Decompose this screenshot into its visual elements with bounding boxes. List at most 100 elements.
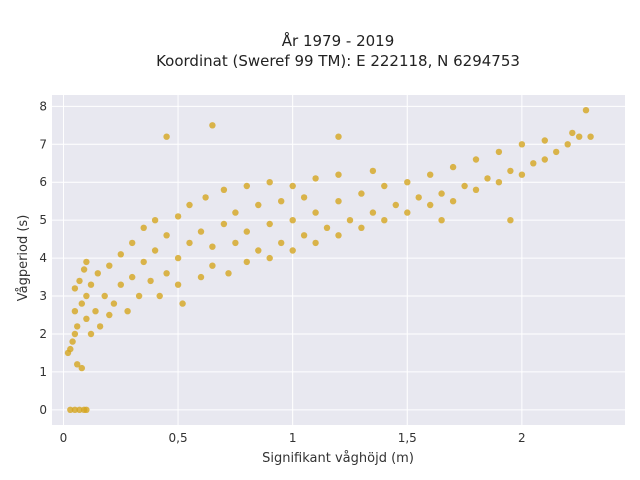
data-point: [312, 239, 319, 247]
data-point: [266, 254, 273, 262]
data-point: [163, 232, 170, 239]
data-point: [381, 182, 388, 190]
data-point: [76, 406, 83, 413]
data-point: [124, 308, 131, 315]
data-point: [74, 323, 81, 330]
data-point: [587, 133, 594, 140]
y-tick-label: 3: [39, 289, 47, 303]
data-point: [472, 156, 480, 163]
data-point: [186, 201, 193, 209]
y-axis-ticks: 0 1 2 3 4 5 6 7 8: [39, 99, 47, 416]
data-point: [94, 270, 102, 277]
data-point: [553, 148, 560, 156]
data-point: [202, 194, 209, 201]
x-tick-label: 1,5: [398, 431, 417, 445]
data-point: [346, 217, 354, 224]
data-point: [582, 107, 590, 114]
chart-title: År 1979 - 2019: [282, 31, 395, 50]
data-point: [255, 247, 262, 254]
data-point: [266, 179, 273, 186]
data-point: [255, 201, 262, 209]
data-point: [147, 277, 154, 285]
x-tick-label: 0: [60, 431, 68, 445]
y-tick-label: 8: [39, 99, 47, 113]
data-point: [484, 175, 491, 182]
y-tick-label: 1: [39, 365, 47, 379]
data-point: [404, 179, 411, 186]
data-point: [495, 148, 503, 156]
data-point: [174, 213, 182, 220]
data-point: [106, 262, 113, 269]
data-point: [179, 300, 186, 307]
data-point: [358, 190, 365, 197]
data-point: [358, 224, 365, 231]
data-point: [243, 182, 250, 190]
data-point: [438, 190, 445, 197]
data-point: [163, 270, 170, 277]
data-point: [415, 194, 422, 201]
data-point: [576, 133, 583, 140]
data-point: [243, 228, 250, 235]
data-point: [220, 220, 228, 228]
data-point: [518, 171, 526, 178]
data-point: [106, 311, 113, 319]
y-tick-label: 6: [39, 175, 47, 189]
x-tick-label: 0,5: [169, 431, 188, 445]
data-point: [289, 247, 296, 254]
data-point: [507, 217, 514, 224]
data-point: [232, 239, 239, 247]
data-point: [530, 160, 537, 167]
scatter-points: [64, 107, 594, 413]
data-point: [369, 209, 377, 216]
data-point: [335, 133, 342, 140]
data-point: [80, 266, 88, 273]
data-point: [209, 243, 216, 250]
plot-area: [52, 95, 625, 425]
data-point: [225, 270, 232, 277]
data-point: [449, 163, 457, 171]
data-point: [449, 198, 457, 205]
data-point: [71, 285, 79, 292]
data-point: [335, 232, 342, 239]
data-point: [151, 217, 159, 224]
data-point: [564, 141, 571, 148]
data-point: [495, 179, 503, 186]
data-point: [69, 338, 76, 345]
data-point: [135, 292, 143, 300]
data-point: [335, 198, 342, 205]
data-point: [209, 262, 216, 269]
data-point: [438, 217, 445, 224]
data-point: [83, 406, 90, 413]
data-point: [541, 156, 548, 163]
data-point: [427, 201, 434, 209]
data-point: [78, 364, 86, 372]
y-tick-label: 4: [39, 251, 47, 265]
data-point: [312, 175, 319, 182]
data-point: [220, 186, 228, 193]
data-point: [569, 129, 576, 137]
data-point: [232, 209, 239, 216]
y-tick-label: 2: [39, 327, 47, 341]
y-axis-title: Vågperiod (s): [16, 215, 31, 302]
data-point: [174, 254, 182, 262]
data-point: [71, 406, 79, 413]
data-point: [174, 281, 182, 288]
data-point: [381, 217, 388, 224]
y-gridlines: [52, 105, 625, 411]
x-tick-label: 2: [518, 431, 526, 445]
data-point: [83, 258, 90, 266]
data-point: [312, 209, 319, 216]
data-point: [101, 292, 108, 300]
data-point: [300, 194, 308, 201]
x-axis-ticks: 0 0,5 1 1,5 2: [60, 431, 526, 445]
data-point: [266, 220, 273, 228]
data-point: [129, 239, 136, 247]
data-point: [151, 247, 159, 254]
data-point: [74, 361, 81, 368]
data-point: [71, 330, 79, 338]
data-point: [278, 239, 285, 247]
data-point: [472, 186, 480, 193]
data-point: [67, 406, 74, 413]
x-tick-label: 1: [289, 431, 297, 445]
chart-subtitle: Koordinat (Sweref 99 TM): E 222118, N 62…: [156, 52, 520, 70]
